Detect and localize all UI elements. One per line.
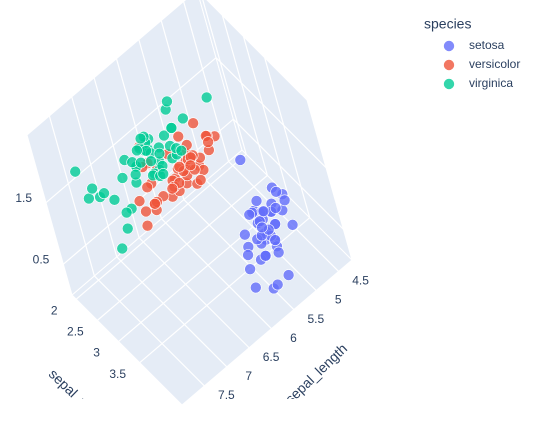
grid-line xyxy=(75,153,247,300)
x-tick-label: 7.5 xyxy=(218,388,235,402)
grid-line xyxy=(232,118,344,230)
point xyxy=(278,194,291,207)
x-axis-title: sepal_length xyxy=(282,340,350,407)
point xyxy=(250,195,263,207)
point xyxy=(244,263,256,275)
legend-label: virginica xyxy=(469,76,513,90)
point xyxy=(86,182,98,195)
point xyxy=(173,161,186,173)
grid-line xyxy=(138,237,250,349)
x-tick-label: 6 xyxy=(290,331,297,345)
grid-line xyxy=(221,15,268,176)
point xyxy=(172,130,185,143)
x-tick-label: 5 xyxy=(335,293,342,307)
point xyxy=(141,219,154,232)
grid-line xyxy=(183,1,230,162)
point xyxy=(161,95,173,108)
point xyxy=(257,205,270,218)
grid-line xyxy=(215,57,327,169)
legend-label: setosa xyxy=(469,38,505,52)
grid-line xyxy=(96,174,268,321)
y-axis-title: sepal_width xyxy=(46,366,110,427)
legend-title: species xyxy=(424,16,471,32)
grid-line xyxy=(139,217,311,364)
point xyxy=(184,159,197,172)
point xyxy=(200,91,213,104)
point xyxy=(269,202,282,214)
point xyxy=(175,144,188,157)
point xyxy=(286,219,299,231)
point xyxy=(271,278,284,291)
grid-line xyxy=(264,57,311,218)
point xyxy=(120,206,133,219)
point xyxy=(234,154,247,166)
point xyxy=(153,147,166,160)
legend-marker xyxy=(443,78,455,90)
legend-marker xyxy=(443,59,455,71)
point xyxy=(177,112,189,125)
y-tick-label: 3 xyxy=(93,346,100,360)
point xyxy=(272,246,285,259)
point xyxy=(259,250,272,262)
point xyxy=(187,117,199,130)
point xyxy=(250,281,262,294)
point xyxy=(145,155,157,168)
point xyxy=(134,132,147,145)
point xyxy=(133,195,146,207)
point xyxy=(256,221,268,234)
x-tick-label: 6.5 xyxy=(263,350,280,364)
point xyxy=(140,205,152,218)
points xyxy=(69,91,299,295)
legend-label: versicolor xyxy=(469,57,520,71)
grid-line xyxy=(71,96,118,258)
point xyxy=(149,198,161,210)
point xyxy=(98,187,110,200)
grid-line xyxy=(242,36,290,197)
point xyxy=(131,144,143,157)
point xyxy=(129,168,142,181)
wall-pane xyxy=(199,0,353,262)
grid-line xyxy=(93,275,205,387)
point xyxy=(141,181,154,194)
point xyxy=(243,208,256,221)
x-tick-label: 5.5 xyxy=(307,312,324,326)
legend-marker xyxy=(443,40,455,52)
grid-line xyxy=(161,218,272,330)
y-tick-label: 2.5 xyxy=(67,325,84,339)
grid-line xyxy=(45,57,217,204)
x-tick-label: 7 xyxy=(245,369,252,383)
point xyxy=(116,172,129,184)
grid-line xyxy=(202,0,247,155)
point xyxy=(239,228,251,241)
point xyxy=(135,156,147,169)
point xyxy=(83,192,95,205)
grid-line xyxy=(48,115,95,277)
point xyxy=(166,182,179,195)
point xyxy=(270,186,282,198)
point xyxy=(269,234,281,246)
x-tick-label: 4.5 xyxy=(352,274,369,288)
point xyxy=(116,242,129,255)
point xyxy=(282,269,295,281)
point xyxy=(69,165,82,178)
point xyxy=(157,168,169,180)
point xyxy=(194,174,207,186)
point xyxy=(165,122,178,134)
point xyxy=(121,222,134,235)
point xyxy=(158,129,170,142)
y-tick-label: 2 xyxy=(51,303,58,317)
point xyxy=(202,136,214,148)
point xyxy=(108,194,121,206)
z-tick-label: 0.5 xyxy=(33,252,50,266)
grid-line xyxy=(116,256,228,368)
grid-line xyxy=(228,161,340,272)
point xyxy=(242,249,254,261)
y-tick-label: 3.5 xyxy=(109,367,126,381)
z-tick-label: 1.5 xyxy=(15,191,32,205)
legend: species setosa versicolor virginica xyxy=(424,16,520,90)
